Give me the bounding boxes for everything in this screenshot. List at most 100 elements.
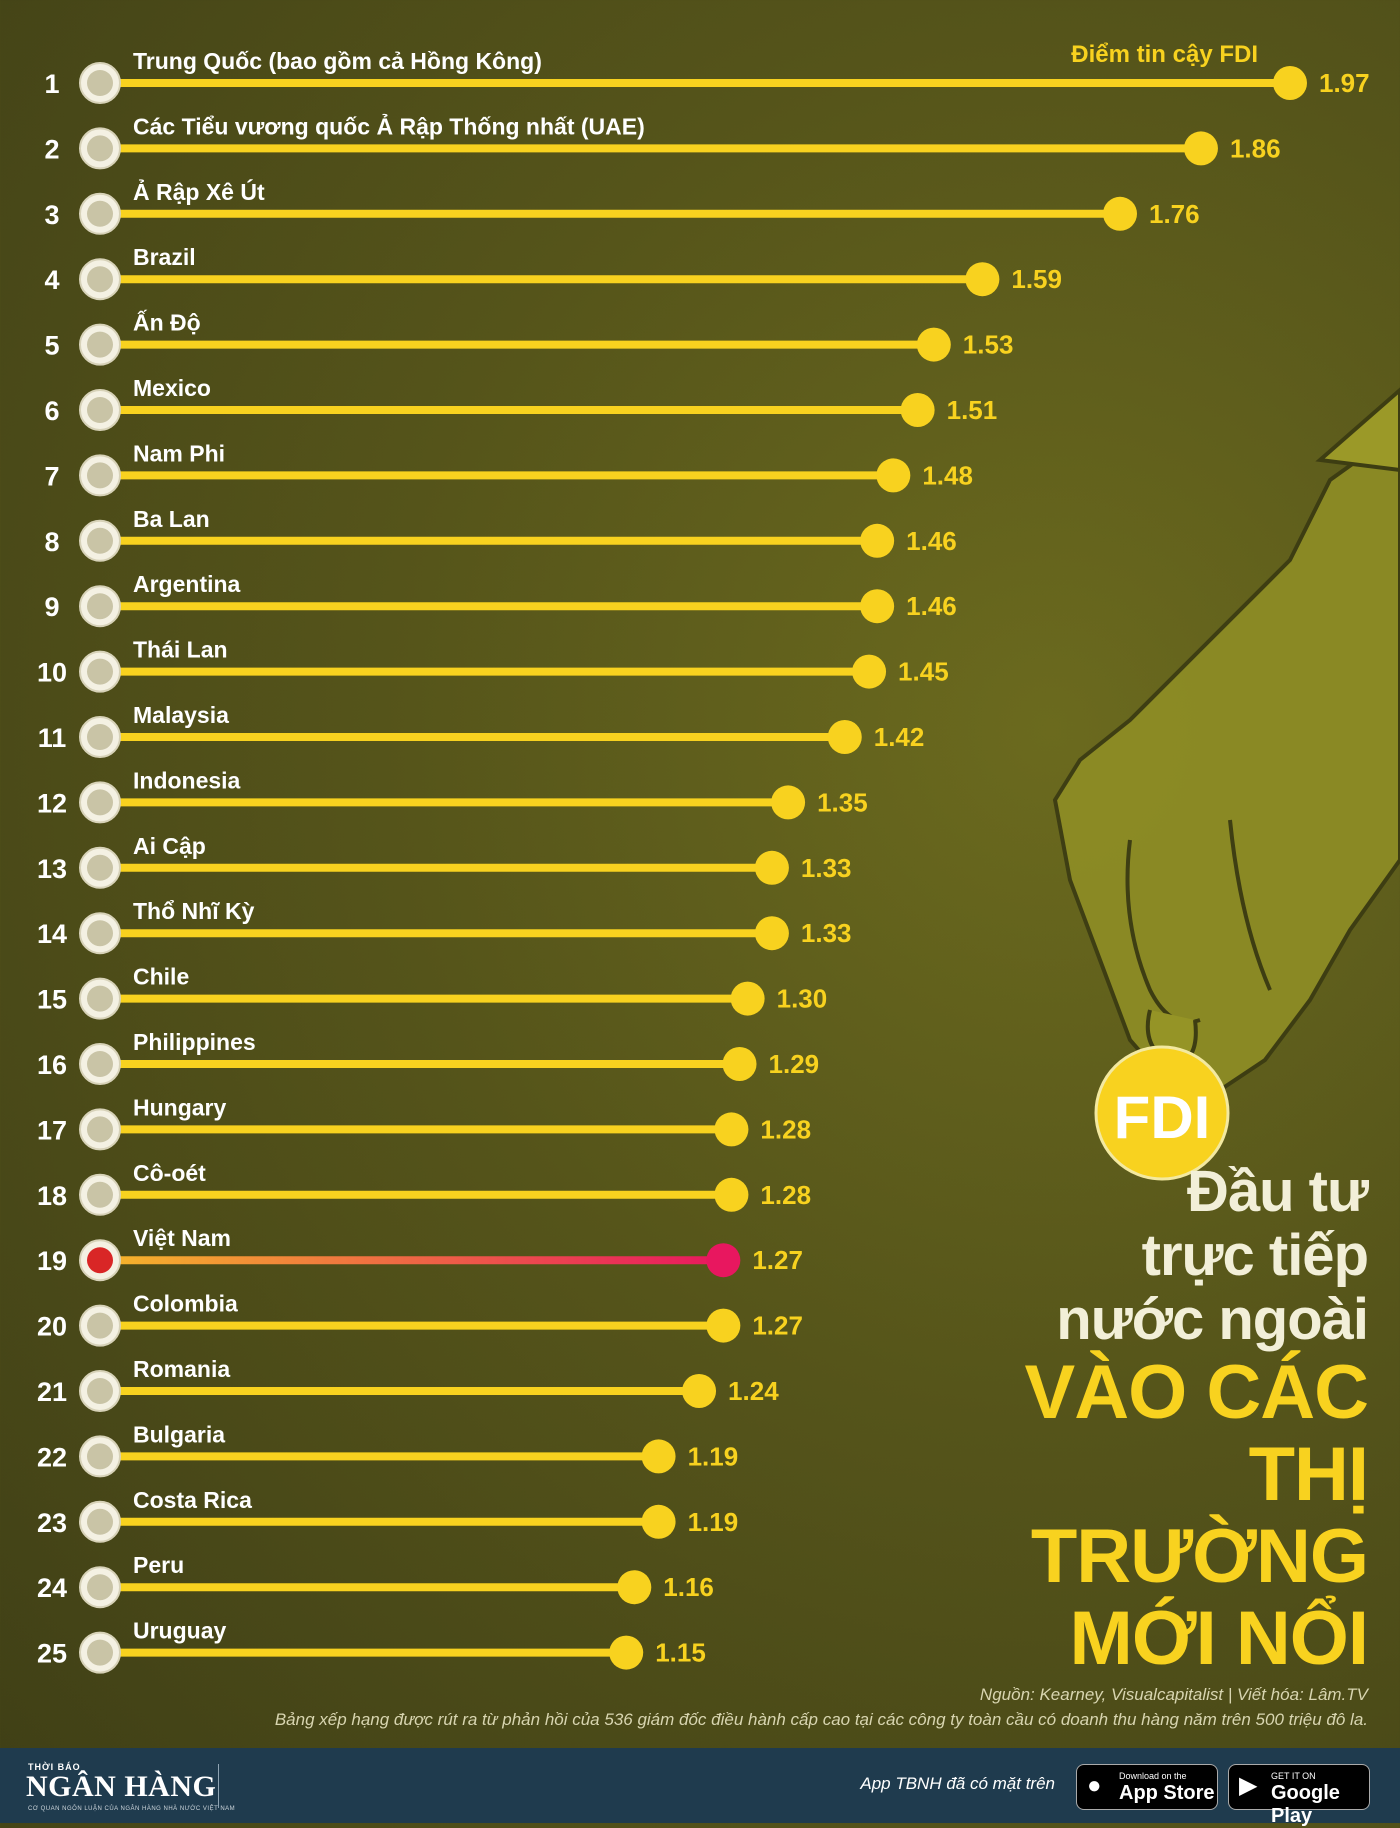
source-note: Nguồn: Kearney, Visualcapitalist | Viết … [68,1682,1368,1732]
chart-row: 13 Ai Cập 1.33 [37,833,852,889]
flag-fill [87,1574,113,1601]
google-play-small-label: GET IT ON [1271,1771,1316,1781]
chart-row: 21 Romania 1.24 [37,1356,779,1412]
flag-fill [87,266,113,293]
chart-row: 11 Malaysia 1.42 [38,702,924,758]
chart-row: 10 Thái Lan 1.45 [37,637,949,693]
flag-fill [87,1508,113,1535]
rank-label: 23 [37,1508,67,1538]
country-label: Thái Lan [133,637,228,663]
google-play-label: Google Play [1271,1782,1340,1827]
value-label: 1.30 [777,984,828,1014]
chart-row: 4 Brazil 1.59 [44,244,1062,301]
chart-row: 23 Costa Rica 1.19 [37,1487,739,1543]
chart-row: 8 Ba Lan 1.46 [44,506,957,562]
country-label: Trung Quốc (bao gồm cả Hồng Kông) [133,48,542,74]
footer-divider [218,1764,219,1808]
flag-fill [87,462,113,489]
country-label: Philippines [133,1029,256,1055]
bar-end-marker [771,785,806,820]
flag-fill [87,70,113,96]
chart-title-block: Đầu tư trực tiếp nước ngoài VÀO CÁC THỊ … [948,1159,1369,1680]
bar [100,1321,724,1330]
chart-row: 22 Bulgaria 1.19 [37,1421,738,1478]
bar-end-marker [609,1635,644,1670]
value-label: 1.76 [1149,199,1200,229]
country-label: Peru [133,1552,184,1578]
bar-end-marker [965,262,1000,297]
rank-label: 11 [38,723,67,753]
bar-end-marker [722,1047,757,1081]
country-label: Ấn Độ [133,309,201,336]
rank-label: 24 [37,1573,67,1603]
bar [100,536,878,545]
country-label: Ba Lan [133,506,210,532]
bar [100,340,934,349]
rank-label: 13 [37,854,67,884]
bar [100,1517,659,1526]
bar-end-marker [860,523,895,558]
bar-end-marker [682,1374,717,1408]
chart-row: 14 Thổ Nhĩ Kỳ 1.33 [37,898,852,955]
country-label: Brazil [133,244,196,270]
value-label: 1.46 [906,591,957,621]
value-label: 1.59 [1011,264,1062,294]
country-label: Uruguay [133,1618,227,1644]
bar [100,1256,724,1265]
google-play-button[interactable]: ▶ GET IT ON Google Play [1228,1764,1370,1827]
rank-label: 17 [37,1115,67,1145]
bar [100,602,878,611]
legend-label: Điểm tin cậy FDI [1071,41,1258,68]
flag-fill [87,1051,113,1077]
flag-fill [87,985,113,1012]
app-store-button[interactable]: ● Download on the App Store [1076,1764,1218,1810]
bar [100,1452,659,1461]
country-label: Mexico [133,375,211,401]
brand-logo[interactable]: NGÂN HÀNG [26,1770,217,1803]
value-label: 1.19 [688,1507,739,1537]
rank-label: 22 [37,1442,67,1472]
country-label: Cô-oét [133,1160,206,1186]
flag-fill [87,200,113,227]
bar-end-marker [827,720,862,754]
bar [100,798,789,807]
rank-label: 5 [44,331,59,361]
rank-label: 3 [44,200,59,230]
methodology-note: Bảng xếp hạng được rút ra từ phản hồi củ… [274,1710,1368,1729]
rank-label: 18 [37,1181,67,1211]
chart-row: 5 Ấn Độ 1.53 [44,309,1014,366]
rank-label: 14 [37,919,67,949]
rank-label: 6 [44,396,59,426]
flag-fill [87,658,113,685]
value-label: 1.46 [906,526,957,556]
flag-fill [87,1639,113,1666]
flag-fill [87,1116,113,1143]
bar-end-marker [714,1112,749,1147]
app-availability-text: App TBNH đã có mặt trên [860,1774,1055,1793]
country-label: Colombia [133,1291,238,1317]
bar-end-marker [900,393,935,427]
bar [100,1387,700,1395]
bar-end-marker [860,589,895,624]
fdi-badge-text: FDI [1114,1084,1211,1151]
bar [100,667,870,676]
value-label: 1.86 [1230,133,1281,163]
title-line-4: VÀO CÁC [1024,1350,1369,1435]
bar [100,144,1201,153]
flag-fill [87,1443,113,1470]
chart-row: 20 Colombia 1.27 [37,1291,803,1347]
bar-end-marker [714,1177,749,1212]
value-label: 1.15 [655,1638,706,1668]
apple-icon: ● [1087,1772,1102,1799]
bar [100,863,772,872]
flag-fill [87,1312,113,1339]
value-label: 1.53 [963,330,1014,360]
bar [100,406,918,414]
title-line-1: Đầu tư [1187,1159,1369,1224]
bar-end-marker [641,1504,676,1539]
chart-row: 12 Indonesia 1.35 [37,767,868,824]
value-label: 1.27 [752,1311,803,1341]
hand-illustration [1052,387,1400,1093]
rank-label: 7 [44,461,59,491]
bar [100,209,1120,218]
